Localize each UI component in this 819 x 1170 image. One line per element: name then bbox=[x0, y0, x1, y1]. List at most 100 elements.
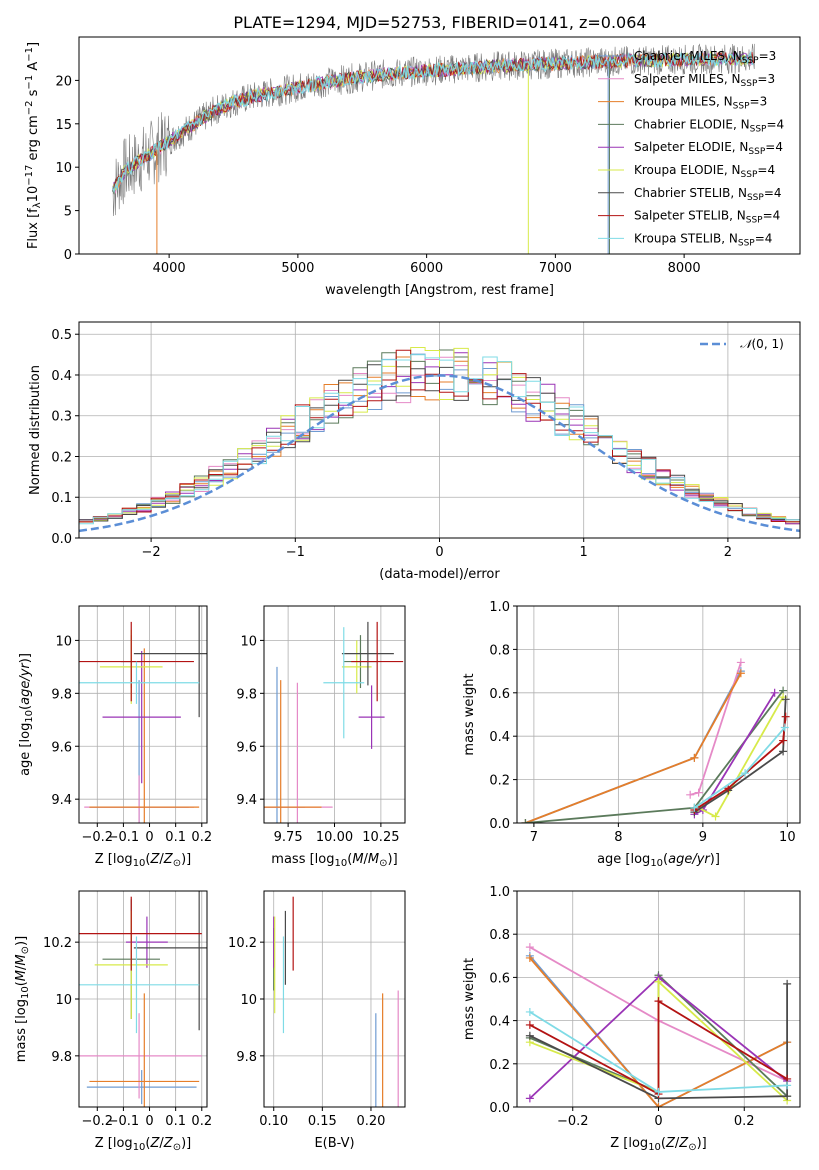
panel-residuals: −2 −1 0 1 2 0.0 0.1 0.2 0.3 0.4 0.5 𝒩(0, 1) (data-mo… bbox=[28, 321, 801, 582]
weight-marker bbox=[654, 997, 663, 1006]
x-tick-label: 9.75 bbox=[274, 830, 303, 845]
y-tick-label: 1.0 bbox=[489, 600, 510, 615]
errorbar-4 bbox=[102, 650, 181, 784]
weight-marker bbox=[525, 953, 534, 962]
errorbar-8 bbox=[323, 627, 365, 739]
y-tick-label: 0.5 bbox=[51, 328, 72, 343]
x-tick-label: 0.20 bbox=[356, 1114, 385, 1129]
legend-entry: Chabrier STELIB, NSSP=4 bbox=[634, 186, 782, 203]
x-tick-label: 0 bbox=[145, 1114, 153, 1129]
y-tick-label: 1.0 bbox=[489, 885, 510, 900]
y-tick-label: 9.8 bbox=[236, 687, 257, 702]
axes-frame bbox=[78, 605, 208, 824]
legend-entry: Chabrier MILES, NSSP=3 bbox=[634, 49, 776, 66]
x-tick-label: 9 bbox=[699, 830, 707, 845]
y-tick-label: 0.2 bbox=[51, 450, 72, 465]
weight-marker bbox=[779, 747, 788, 756]
y-tick-label: 9.4 bbox=[236, 793, 257, 808]
y-tick-label: 0.1 bbox=[51, 491, 72, 506]
errorbar-0 bbox=[86, 1070, 197, 1105]
x-tick-label: 7000 bbox=[539, 261, 572, 276]
errorbar-7 bbox=[351, 621, 404, 702]
y-tick-label: 0.2 bbox=[489, 1058, 510, 1073]
errorbar-4 bbox=[126, 916, 168, 968]
errorbar-1 bbox=[79, 1013, 202, 1099]
x-tick-label: 0 bbox=[435, 545, 443, 560]
axes-frame bbox=[516, 605, 801, 824]
legend-entry: Kroupa ELODIE, NSSP=4 bbox=[634, 163, 775, 180]
x-axis-label: age [log10(age/yr)] bbox=[597, 852, 720, 869]
y-tick-label: 10.2 bbox=[228, 936, 257, 951]
y-tick-label: 15 bbox=[55, 118, 72, 133]
x-tick-label: 0 bbox=[654, 1114, 662, 1129]
x-tick-label: 10.00 bbox=[316, 830, 353, 845]
x-tick-label: −1 bbox=[286, 545, 305, 560]
y-tick-label: 0.8 bbox=[489, 928, 510, 943]
x-tick-label: −2 bbox=[142, 545, 161, 560]
panel-spectrum: 4000 5000 6000 7000 8000 0 5 10 15 20 Flux [fλ10−1… bbox=[24, 36, 801, 298]
legend-entry: 𝒩(0, 1) bbox=[740, 337, 784, 351]
x-tick-label: 10 bbox=[779, 830, 796, 845]
legend: Chabrier MILES, NSSP=3 Salpeter MILES, NS… bbox=[598, 49, 784, 248]
y-tick-label: 10 bbox=[240, 634, 257, 649]
y-tick-label: 9.8 bbox=[51, 687, 72, 702]
panel-weight-vs-Z: −0.2 0 0.2 0.0 0.2 0.4 0.6 0.8 1.0 mass weight Z [… bbox=[462, 885, 801, 1153]
weight-marker bbox=[686, 790, 695, 799]
panel-mass-vs-Z: −0.2−0.1 0 0.1 0.2 9.8 10 10.2 Z [log10(Z/Z⊙)] m… bbox=[14, 890, 212, 1153]
errorbar-6 bbox=[133, 606, 207, 718]
y-tick-label: 0.4 bbox=[489, 730, 510, 745]
x-tick-label: 0.1 bbox=[165, 830, 186, 845]
y-axis-label: mass weight bbox=[462, 673, 477, 755]
x-tick-label: 0 bbox=[145, 830, 153, 845]
y-tick-label: 9.8 bbox=[236, 1050, 257, 1065]
errorbar-4 bbox=[358, 685, 385, 749]
normal-curve bbox=[79, 374, 800, 533]
y-tick-label: 0.8 bbox=[489, 643, 510, 658]
histogram-8 bbox=[79, 354, 800, 525]
legend-entry: Salpeter ELODIE, NSSP=4 bbox=[634, 140, 783, 157]
x-tick-label: 5000 bbox=[281, 261, 314, 276]
weight-marker bbox=[690, 753, 699, 762]
y-tick-label: 10 bbox=[55, 161, 72, 176]
x-tick-label: 0.2 bbox=[734, 1114, 755, 1129]
x-axis-label: Z [log10(Z/Z⊙)] bbox=[95, 852, 192, 869]
x-tick-label: −0.1 bbox=[108, 1114, 140, 1129]
x-tick-label: −0.2 bbox=[81, 830, 113, 845]
plot-area bbox=[111, 43, 755, 254]
weight-marker bbox=[525, 943, 534, 952]
errorbar-2 bbox=[264, 680, 322, 823]
y-axis-label: age [log10(age/yr)] bbox=[18, 653, 35, 776]
weight-marker bbox=[783, 1081, 792, 1090]
x-tick-label: 4000 bbox=[153, 261, 186, 276]
panel-weight-vs-age: 7 8 9 10 0.0 0.2 0.4 0.6 0.8 1.0 mass weight age [l… bbox=[462, 600, 801, 869]
plot-area bbox=[79, 891, 207, 1107]
y-axis-label: mass weight bbox=[462, 958, 477, 1040]
weight-marker bbox=[781, 712, 790, 721]
errorbar-6 bbox=[341, 621, 394, 686]
x-tick-label: 6000 bbox=[410, 261, 443, 276]
x-tick-label: 1 bbox=[580, 545, 588, 560]
errorbar-7 bbox=[79, 621, 194, 702]
weight-marker bbox=[525, 1020, 534, 1029]
errorbar-2 bbox=[89, 648, 200, 823]
weight-marker bbox=[736, 669, 745, 678]
legend-entry: Chabrier ELODIE, NSSP=4 bbox=[634, 117, 784, 134]
legend-entry: Salpeter STELIB, NSSP=4 bbox=[634, 209, 780, 226]
x-tick-label: −0.2 bbox=[557, 1114, 589, 1129]
y-tick-label: 5 bbox=[64, 205, 72, 220]
weight-marker bbox=[690, 803, 699, 812]
x-axis-label: Z [log10(Z/Z⊙)] bbox=[610, 1136, 707, 1153]
weight-marker bbox=[783, 979, 792, 988]
x-tick-label: 0.1 bbox=[165, 1114, 186, 1129]
weight-marker bbox=[770, 688, 779, 697]
errorbar-8 bbox=[79, 661, 200, 704]
errorbar-6 bbox=[133, 891, 207, 1031]
weight-marker bbox=[736, 658, 745, 667]
x-tick-label: 7 bbox=[530, 830, 538, 845]
plot-area bbox=[79, 347, 800, 533]
x-axis-label: mass [log10(M/M⊙)] bbox=[271, 852, 397, 869]
x-axis-label: wavelength [Angstrom, rest frame] bbox=[325, 283, 554, 298]
axes-frame bbox=[78, 36, 801, 255]
y-tick-label: 0.6 bbox=[489, 687, 510, 702]
weight-marker bbox=[711, 812, 720, 821]
